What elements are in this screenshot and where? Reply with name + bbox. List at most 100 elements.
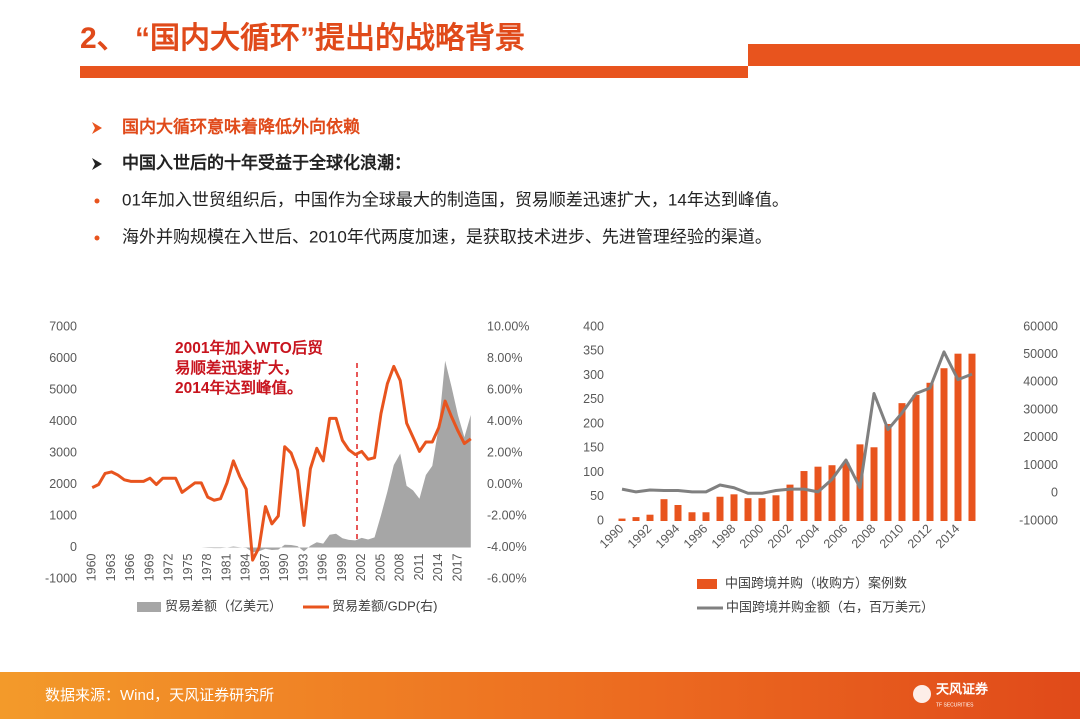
bullet-text: 海外并购规模在入世后、2010年代两度加速，是获取技术进步、先进管理经验的渠道。: [122, 227, 772, 246]
y-tick-label: 6000: [49, 351, 77, 365]
y2-tick-label: -10000: [1019, 513, 1058, 527]
x-tick-label: 1984: [239, 553, 253, 581]
y-tick-label: 50: [590, 489, 604, 503]
y2-tick-label: 8.00%: [487, 351, 522, 365]
y2-tick-label: 60000: [1023, 319, 1058, 333]
x-tick-label: 2014: [431, 553, 445, 581]
x-tick-label: 2008: [393, 553, 407, 581]
slide-title: 2、 “国内大循环”提出的战略背景: [80, 22, 525, 55]
bullet-text: 国内大循环意味着降低外向依赖: [122, 116, 360, 136]
y-tick-label: 3000: [49, 445, 77, 459]
x-tick-label: 2017: [450, 553, 464, 581]
y2-tick-label: -6.00%: [487, 571, 527, 585]
logo-subtext: TF SECURITIES: [936, 702, 974, 708]
bullet-dot: [94, 235, 100, 241]
y-tick-label: -1000: [45, 571, 77, 585]
bullet-text: 01年加入世贸组织后，中国作为全球最大的制造国，贸易顺差迅速扩大，14年达到峰值…: [122, 190, 789, 209]
y-tick-label: 7000: [49, 319, 77, 333]
x-tick-label: 1990: [277, 553, 291, 581]
y2-tick-label: -2.00%: [487, 508, 527, 522]
x-tick-label: 1996: [316, 553, 330, 581]
y-tick-label: 2000: [49, 477, 77, 491]
bar: [730, 494, 738, 521]
bar: [786, 484, 794, 521]
legend-label: 贸易差额/GDP(右): [332, 598, 437, 613]
bullet-text: 中国入世后的十年受益于全球化浪潮：: [122, 152, 411, 172]
logo-icon: [913, 685, 931, 703]
y-tick-label: 0: [597, 513, 604, 527]
bullet-arrow: [92, 122, 102, 134]
legend-label: 贸易差额（亿美元）: [165, 598, 282, 613]
area: [92, 360, 471, 553]
y2-tick-label: 0: [1051, 486, 1058, 500]
bar: [632, 517, 640, 521]
y2-tick-label: 0.00%: [487, 477, 522, 491]
y2-tick-label: 50000: [1023, 347, 1058, 361]
y2-tick-label: -4.00%: [487, 540, 527, 554]
bar: [968, 353, 976, 521]
bullet-arrow: [92, 158, 102, 170]
x-tick-label: 2002: [354, 553, 368, 581]
legend-swatch: [137, 602, 161, 612]
bar: [702, 512, 710, 521]
bar: [688, 512, 696, 521]
x-tick-label: 1960: [85, 553, 99, 581]
y-tick-label: 100: [583, 465, 604, 479]
x-tick-label: 1972: [162, 553, 176, 581]
x-tick-label: 1969: [142, 553, 156, 581]
bar: [842, 462, 850, 521]
legend-label: 中国跨境并购（收购方）案例数: [725, 575, 907, 590]
x-tick-label: 2011: [412, 553, 426, 580]
bar: [716, 496, 724, 521]
y-tick-label: 0: [70, 540, 77, 554]
bar: [660, 499, 668, 521]
title-bar-right: [748, 44, 1080, 66]
logo-text: 天风证券: [936, 681, 989, 696]
y-tick-label: 4000: [49, 414, 77, 428]
bar: [618, 518, 626, 521]
bar: [926, 382, 934, 521]
y-tick-label: 150: [583, 441, 604, 455]
bar: [646, 514, 654, 521]
y-tick-label: 400: [583, 319, 604, 333]
x-tick-label: 1999: [335, 553, 349, 581]
x-tick-label: 1981: [219, 553, 233, 581]
footer-band: [0, 672, 1080, 719]
bar: [814, 466, 822, 521]
y-tick-label: 300: [583, 368, 604, 382]
y2-tick-label: 6.00%: [487, 382, 522, 396]
bullet-dot: [94, 198, 100, 204]
y2-tick-label: 20000: [1023, 430, 1058, 444]
y-tick-label: 350: [583, 344, 604, 358]
y-tick-label: 1000: [49, 508, 77, 522]
bar: [744, 498, 752, 521]
x-tick-label: 1963: [104, 553, 118, 581]
bar: [898, 403, 906, 521]
line: [621, 350, 973, 495]
x-tick-label: 2005: [373, 553, 387, 581]
y-tick-label: 250: [583, 392, 604, 406]
legend-label: 中国跨境并购金额（右，百万美元）: [726, 599, 934, 614]
bar: [772, 495, 780, 521]
bar: [758, 498, 766, 521]
y2-tick-label: 10.00%: [487, 319, 529, 333]
footer-source: 数据来源：Wind，天风证券研究所: [45, 687, 274, 704]
y2-tick-label: 40000: [1023, 375, 1058, 389]
y2-tick-label: 2.00%: [487, 445, 522, 459]
x-tick-label: 1978: [200, 553, 214, 581]
bar: [912, 394, 920, 521]
bar: [954, 353, 962, 521]
x-tick-label: 1993: [296, 553, 310, 581]
y2-tick-label: 4.00%: [487, 414, 522, 428]
bar: [828, 465, 836, 521]
x-tick-label: 1987: [258, 553, 272, 581]
y2-tick-label: 30000: [1023, 402, 1058, 416]
x-tick-label: 1975: [181, 553, 195, 581]
y-tick-label: 5000: [49, 382, 77, 396]
bar: [870, 447, 878, 521]
annotation: 2001年加入WTO后贸: [175, 338, 323, 357]
annotation: 2014年达到峰值。: [175, 378, 302, 397]
bar: [940, 368, 948, 521]
